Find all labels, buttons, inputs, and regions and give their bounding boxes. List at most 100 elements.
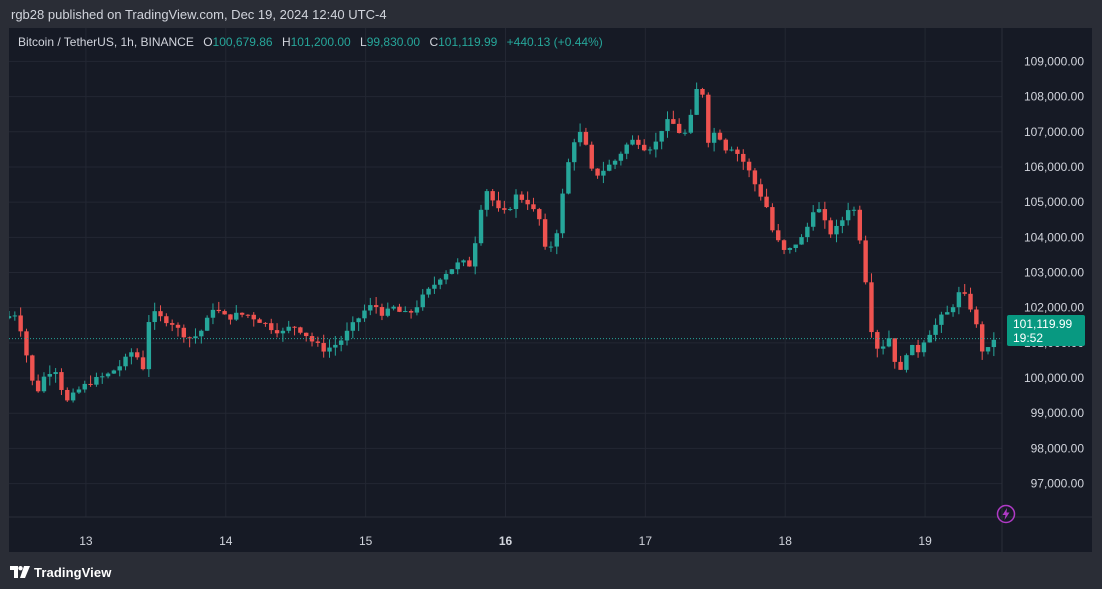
candle-body [193, 336, 198, 339]
candle-body [88, 383, 93, 385]
y-tick-label: 99,000.00 [1031, 406, 1085, 420]
candle-body [164, 316, 169, 324]
candle-body [443, 273, 449, 280]
candle [251, 312, 256, 327]
candle-body [100, 376, 105, 378]
candle-body [472, 243, 478, 267]
candle [420, 289, 425, 311]
candle [700, 87, 705, 98]
candle [746, 158, 752, 178]
candle-body [169, 323, 175, 325]
candle-body [263, 322, 268, 324]
candle-body [175, 324, 181, 328]
high-label: H [281, 35, 291, 49]
candle [181, 324, 187, 343]
y-tick-label: 109,000.00 [1024, 54, 1084, 68]
candle-body [391, 306, 396, 309]
candle [146, 315, 152, 378]
candle [869, 273, 874, 338]
candlestick-chart[interactable]: 109,000.00 108,000.00 107,000.00 106,000.00… [9, 28, 1092, 552]
tradingview-brand[interactable]: TradingView [10, 562, 111, 582]
candle [566, 158, 571, 195]
candle [245, 314, 251, 319]
candle [426, 287, 431, 298]
candle [688, 109, 694, 135]
candle [350, 316, 356, 339]
candle [799, 234, 804, 245]
candle-body [216, 309, 221, 312]
candle-body [735, 149, 740, 154]
candle [781, 239, 787, 255]
candle [572, 138, 577, 171]
candle [636, 135, 641, 150]
candle-body [490, 191, 495, 201]
candle-body [455, 262, 460, 270]
candle [659, 130, 664, 150]
candle-body [53, 372, 58, 375]
candle-body [572, 142, 577, 163]
candle [979, 321, 985, 360]
candle [968, 287, 973, 313]
candle [729, 146, 734, 152]
candle-body [111, 370, 117, 374]
y-tick-label: 97,000.00 [1031, 477, 1085, 491]
candle-body [525, 199, 530, 205]
open-value: 100,679.86 [212, 35, 273, 49]
candle [548, 241, 554, 252]
candle-body [292, 326, 297, 328]
candle-body [741, 153, 746, 162]
candle-body [554, 233, 559, 247]
candle [193, 328, 198, 344]
candle-body [181, 327, 187, 338]
candle-body [65, 389, 70, 401]
candle [280, 327, 286, 342]
candle-body [105, 373, 111, 377]
candle [735, 146, 740, 162]
candle [315, 336, 321, 347]
candle [560, 188, 565, 239]
candle [531, 197, 536, 212]
low-label: L [360, 35, 367, 49]
candle-body [618, 153, 624, 161]
candle [880, 339, 886, 355]
candle-body [676, 123, 682, 133]
y-tick-label: 103,000.00 [1024, 266, 1084, 280]
candle-body [432, 284, 437, 289]
candle-body [426, 288, 431, 295]
symbol-name[interactable]: Bitcoin / TetherUS, 1h, BINANCE [18, 35, 194, 49]
candle [239, 312, 245, 318]
candle-body [12, 315, 18, 317]
candle-body [595, 168, 600, 176]
candle [70, 388, 76, 403]
candle [630, 135, 635, 146]
candle [962, 284, 967, 296]
candle [671, 110, 676, 125]
candle [199, 329, 204, 344]
candle-body [344, 330, 350, 341]
candle-body [688, 114, 694, 133]
y-tick-label: 107,000.00 [1024, 125, 1084, 139]
candle-body [548, 246, 554, 248]
bar-countdown: 19:52 [1013, 331, 1044, 345]
candle-body [420, 294, 425, 308]
candle [82, 380, 87, 393]
candle-body [356, 318, 361, 323]
candle-body [915, 344, 921, 353]
candle [974, 306, 979, 328]
chart-panel[interactable]: 109,000.00 108,000.00 107,000.00 106,000.00… [9, 28, 1092, 552]
candle [921, 340, 927, 357]
candle [356, 317, 361, 332]
candle-body [630, 139, 635, 145]
candle-body [228, 314, 233, 320]
candle-body [135, 352, 140, 358]
candle [537, 207, 542, 226]
candle-body [991, 339, 997, 348]
candle [135, 348, 140, 360]
candle [915, 339, 921, 358]
candle-body [129, 352, 134, 357]
candle-body [781, 240, 787, 250]
candle-body [368, 305, 373, 311]
candle-body [968, 293, 973, 310]
candle-body [449, 269, 455, 274]
candle [438, 278, 443, 290]
